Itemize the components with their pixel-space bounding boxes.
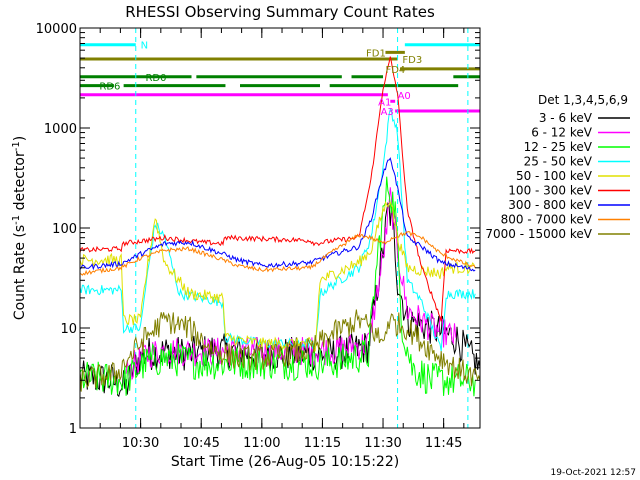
boundary-lines — [135, 28, 469, 428]
legend-label: 100 - 300 keV — [508, 184, 592, 198]
legend-header: Det 1,3,4,5,6,9 — [538, 93, 628, 107]
y-axis: 1 10 100 1000 10000 — [36, 22, 480, 437]
series-800-7000-kev — [80, 230, 476, 276]
y-tick-label: 100 — [52, 222, 77, 237]
flag-label-a3: A3 — [381, 107, 394, 118]
series-lines — [80, 56, 480, 398]
x-axis-label: Start Time (26-Aug-05 10:15:22) — [171, 454, 399, 470]
series-300-800-kev — [80, 157, 476, 272]
y-axis-label: Count Rate (s-1 detector-1) — [11, 136, 28, 320]
flag-label-n: N — [141, 41, 148, 52]
flag-label-a1: A1 — [378, 97, 391, 108]
legend-label: 12 - 25 keV — [524, 140, 593, 154]
x-tick-label: 11:00 — [243, 436, 280, 451]
legend-label: 3 - 6 keV — [539, 111, 593, 125]
series-50-100-kev — [80, 200, 476, 352]
series-100-300-kev — [80, 56, 476, 322]
flag-label-fd1: FD1 — [366, 48, 386, 59]
x-tick-label: 10:45 — [182, 436, 219, 451]
legend-label: 6 - 12 keV — [531, 126, 593, 140]
legend-label: 300 - 800 keV — [508, 198, 592, 212]
series-12-25-kev — [80, 176, 476, 397]
flag-label-fd3: FD3 — [402, 55, 422, 66]
footer-timestamp: 19-Oct-2021 12:57 — [551, 468, 636, 478]
flag-label-rd6: RD6 — [99, 82, 120, 93]
series-7000-15000-kev — [80, 309, 480, 392]
series-3-6-kev — [80, 201, 480, 398]
flag-label-a0: A0 — [398, 91, 411, 102]
x-tick-label: 11:45 — [425, 436, 462, 451]
legend-label: 7000 - 15000 keV — [485, 227, 592, 241]
flag-label-rd0: RD0 — [145, 73, 166, 84]
x-tick-label: 11:15 — [304, 436, 341, 451]
x-axis: 10:30 10:45 11:00 11:15 11:30 11:45 — [79, 28, 465, 451]
x-tick-label: 11:30 — [364, 436, 401, 451]
series-25-50-kev — [80, 108, 476, 352]
y-tick-label: 10 — [60, 322, 77, 337]
chart-title: RHESSI Observing Summary Count Rates — [125, 3, 435, 21]
x-tick-label: 10:30 — [122, 436, 159, 451]
legend-label: 800 - 7000 keV — [501, 213, 593, 227]
flag-label-fd4: FD4 — [385, 65, 405, 76]
legend-label: 25 - 50 keV — [524, 155, 593, 169]
y-tick-label: 10000 — [36, 22, 77, 37]
y-tick-label: 1 — [69, 422, 77, 437]
y-tick-label: 1000 — [44, 122, 77, 137]
legend-label: 50 - 100 keV — [516, 169, 593, 183]
